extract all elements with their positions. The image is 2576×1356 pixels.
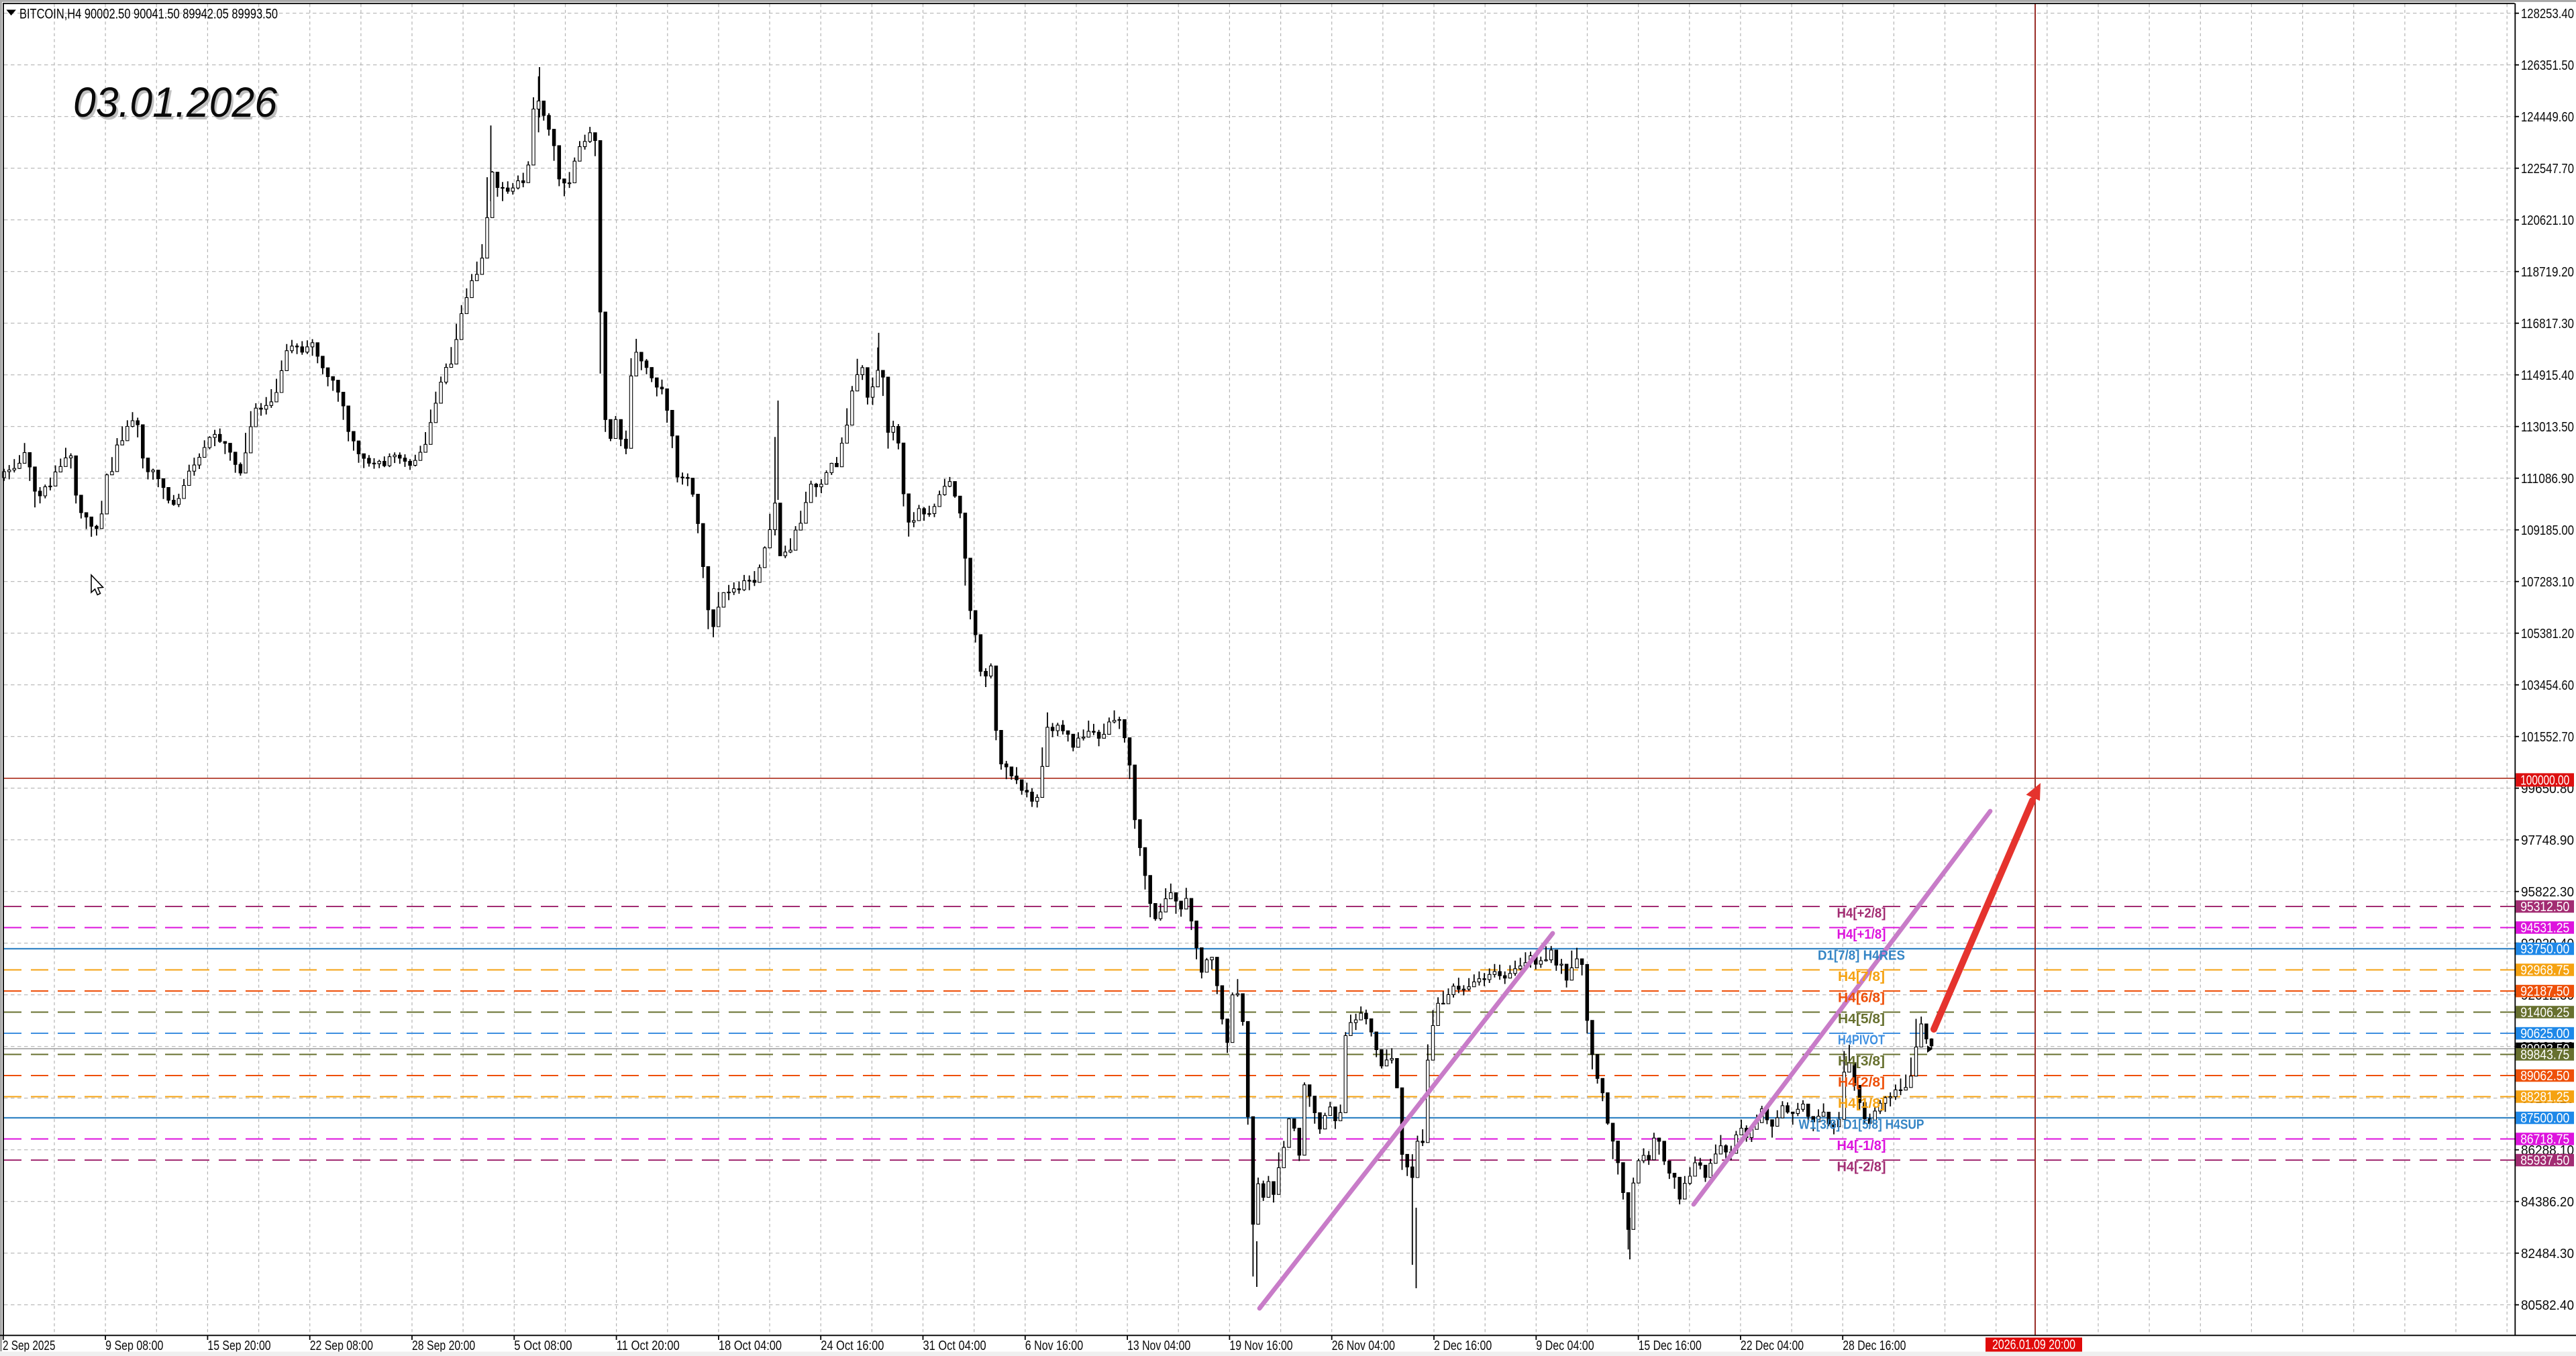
svg-text:95822.30: 95822.30 (2521, 885, 2574, 900)
svg-text:5 Oct 08:00: 5 Oct 08:00 (514, 1339, 572, 1353)
svg-text:91406.25: 91406.25 (2520, 1006, 2569, 1021)
svg-text:2 Sep 2025: 2 Sep 2025 (3, 1339, 56, 1353)
svg-text:H4[1/8]: H4[1/8] (1838, 1096, 1885, 1111)
svg-text:13 Nov 04:00: 13 Nov 04:00 (1127, 1339, 1190, 1353)
svg-text:105381.20: 105381.20 (2521, 627, 2574, 641)
svg-text:H4[7/8]: H4[7/8] (1838, 970, 1885, 984)
svg-text:89062.50: 89062.50 (2520, 1069, 2569, 1084)
svg-text:113013.50: 113013.50 (2521, 420, 2574, 435)
svg-text:H4[2/8]: H4[2/8] (1838, 1076, 1885, 1090)
svg-text:100000.00: 100000.00 (2520, 774, 2569, 788)
svg-text:88281.25: 88281.25 (2520, 1090, 2569, 1105)
svg-text:15 Sep 20:00: 15 Sep 20:00 (207, 1339, 270, 1353)
svg-text:19 Nov 16:00: 19 Nov 16:00 (1229, 1339, 1292, 1353)
svg-text:126351.50: 126351.50 (2521, 58, 2574, 73)
svg-text:111086.90: 111086.90 (2521, 472, 2574, 486)
svg-text:84386.20: 84386.20 (2521, 1195, 2574, 1210)
svg-text:22 Sep 08:00: 22 Sep 08:00 (310, 1339, 373, 1353)
svg-text:87500.00: 87500.00 (2520, 1111, 2569, 1126)
svg-text:92968.75: 92968.75 (2520, 963, 2569, 978)
svg-text:H4PIVOT: H4PIVOT (1838, 1033, 1885, 1048)
svg-text:92187.50: 92187.50 (2520, 984, 2569, 999)
svg-text:89843.75: 89843.75 (2520, 1048, 2569, 1063)
svg-text:101552.70: 101552.70 (2521, 730, 2574, 745)
svg-text:85937.50: 85937.50 (2520, 1153, 2569, 1168)
svg-text:03.01.2026: 03.01.2026 (75, 82, 280, 129)
svg-text:116817.30: 116817.30 (2521, 317, 2574, 331)
svg-text:W1[3/8] D1[5/8] H4SUP: W1[3/8] D1[5/8] H4SUP (1799, 1118, 1924, 1133)
svg-text:80582.40: 80582.40 (2521, 1298, 2574, 1313)
svg-text:28 Dec 16:00: 28 Dec 16:00 (1843, 1339, 1906, 1353)
svg-text:H4[+1/8]: H4[+1/8] (1837, 927, 1886, 942)
svg-text:03.01.2026: 03.01.2026 (73, 79, 278, 126)
svg-text:97748.90: 97748.90 (2521, 833, 2574, 848)
svg-text:9 Dec 04:00: 9 Dec 04:00 (1536, 1339, 1594, 1353)
svg-text:122547.70: 122547.70 (2521, 162, 2574, 176)
svg-text:D1[7/8] H4RES: D1[7/8] H4RES (1818, 949, 1905, 963)
svg-text:18 Oct 04:00: 18 Oct 04:00 (719, 1339, 782, 1353)
svg-text:82484.30: 82484.30 (2521, 1247, 2574, 1261)
svg-text:107283.10: 107283.10 (2521, 575, 2574, 590)
svg-text:114915.40: 114915.40 (2521, 368, 2574, 383)
svg-text:9 Sep 08:00: 9 Sep 08:00 (105, 1339, 163, 1353)
svg-text:15 Dec 16:00: 15 Dec 16:00 (1639, 1339, 1702, 1353)
svg-text:93750.00: 93750.00 (2520, 942, 2569, 957)
svg-text:11 Oct 20:00: 11 Oct 20:00 (617, 1339, 680, 1353)
svg-text:86718.75: 86718.75 (2520, 1133, 2569, 1147)
svg-text:H4[-2/8]: H4[-2/8] (1837, 1160, 1886, 1175)
svg-text:109185.00: 109185.00 (2521, 523, 2574, 538)
svg-text:94531.25: 94531.25 (2520, 921, 2569, 936)
svg-text:BITCOIN,H4 90002.50 90041.50: BITCOIN,H4 90002.50 90041.50 89942.05 89… (19, 7, 278, 22)
svg-text:128253.40: 128253.40 (2521, 7, 2574, 21)
svg-text:124449.60: 124449.60 (2521, 110, 2574, 125)
svg-text:2 Dec 16:00: 2 Dec 16:00 (1434, 1339, 1492, 1353)
svg-text:H4[3/8]: H4[3/8] (1838, 1054, 1885, 1069)
svg-text:H4[6/8]: H4[6/8] (1838, 991, 1885, 1006)
svg-text:H4[-1/8]: H4[-1/8] (1837, 1139, 1886, 1153)
svg-text:26 Nov 04:00: 26 Nov 04:00 (1332, 1339, 1395, 1353)
svg-text:2026.01.09 20:00: 2026.01.09 20:00 (1992, 1338, 2075, 1353)
svg-text:103454.60: 103454.60 (2521, 678, 2574, 693)
svg-text:H4[5/8]: H4[5/8] (1838, 1012, 1885, 1027)
svg-text:H4[+2/8]: H4[+2/8] (1837, 906, 1886, 921)
svg-text:22 Dec 04:00: 22 Dec 04:00 (1741, 1339, 1804, 1353)
svg-text:118719.20: 118719.20 (2521, 265, 2574, 280)
svg-text:6 Nov 16:00: 6 Nov 16:00 (1025, 1339, 1083, 1353)
svg-text:31 Oct 04:00: 31 Oct 04:00 (923, 1339, 986, 1353)
svg-text:120621.10: 120621.10 (2521, 213, 2574, 228)
svg-text:95312.50: 95312.50 (2520, 900, 2569, 915)
svg-text:90625.00: 90625.00 (2520, 1027, 2569, 1041)
svg-text:28 Sep 20:00: 28 Sep 20:00 (412, 1339, 475, 1353)
svg-text:24 Oct 16:00: 24 Oct 16:00 (821, 1339, 884, 1353)
